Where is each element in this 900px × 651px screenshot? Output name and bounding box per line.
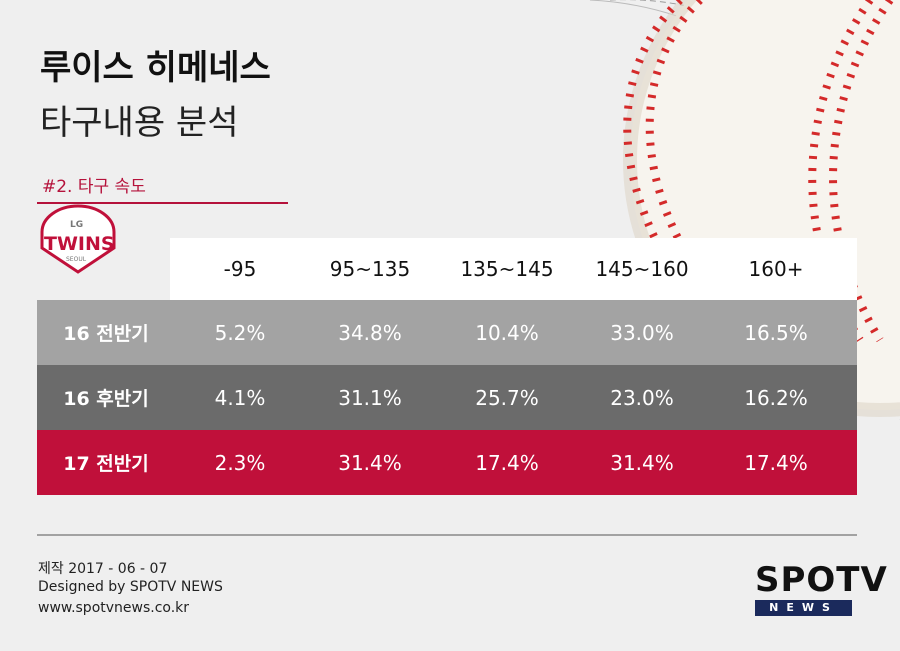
brand-name: SPOTV bbox=[755, 560, 888, 600]
table-cell: 23.0% bbox=[610, 385, 674, 410]
table-cell: 17.4% bbox=[475, 450, 539, 475]
table-cell: 4.1% bbox=[214, 385, 266, 410]
table-cell: 31.4% bbox=[610, 450, 674, 475]
table-cell: 34.8% bbox=[338, 320, 402, 345]
column-header: 135~145 bbox=[460, 257, 554, 281]
table-cell: 31.1% bbox=[338, 385, 402, 410]
logo-shape bbox=[40, 204, 116, 274]
stitch bbox=[829, 0, 894, 343]
section-label: #2. 타구 속도 bbox=[42, 177, 146, 197]
table-cell: 5.2% bbox=[214, 320, 266, 345]
footer-line: Designed by SPOTV NEWS bbox=[38, 579, 223, 595]
table-row bbox=[37, 300, 857, 365]
column-header: 145~160 bbox=[595, 257, 689, 281]
table-row bbox=[37, 430, 857, 495]
subtitle: 타구내용 분석 bbox=[40, 103, 239, 143]
table-cell: 25.7% bbox=[475, 385, 539, 410]
brand-sub: NEWS bbox=[769, 601, 838, 614]
header-row bbox=[170, 238, 857, 300]
table-row bbox=[37, 365, 857, 430]
column-header: -95 bbox=[223, 257, 257, 281]
stitch bbox=[808, 0, 874, 343]
table-cell: 2.3% bbox=[214, 450, 266, 475]
footer-line: 제작 2017 - 06 - 07 bbox=[38, 561, 168, 577]
table-cell: 31.4% bbox=[338, 450, 402, 475]
logo-name: TWINS bbox=[44, 233, 115, 255]
table-cell: 10.4% bbox=[475, 320, 539, 345]
table-cell: 16.2% bbox=[744, 385, 808, 410]
logo-bottom: SEOUL bbox=[66, 256, 87, 263]
stitch bbox=[623, 0, 683, 273]
footer-line: www.spotvnews.co.kr bbox=[38, 600, 190, 616]
column-header: 95~135 bbox=[329, 257, 411, 281]
brand-bar bbox=[755, 600, 852, 616]
baseball-shade bbox=[623, 0, 900, 417]
title: 루이스 히메네스 bbox=[40, 48, 271, 88]
column-header: 160+ bbox=[748, 257, 804, 281]
row-label: 17 전반기 bbox=[63, 453, 149, 475]
logo-top: LG bbox=[70, 220, 84, 230]
table-cell: 16.5% bbox=[744, 320, 808, 345]
table-cell: 33.0% bbox=[610, 320, 674, 345]
row-label: 16 후반기 bbox=[63, 388, 149, 410]
row-label: 16 전반기 bbox=[63, 323, 149, 345]
table-cell: 17.4% bbox=[744, 450, 808, 475]
